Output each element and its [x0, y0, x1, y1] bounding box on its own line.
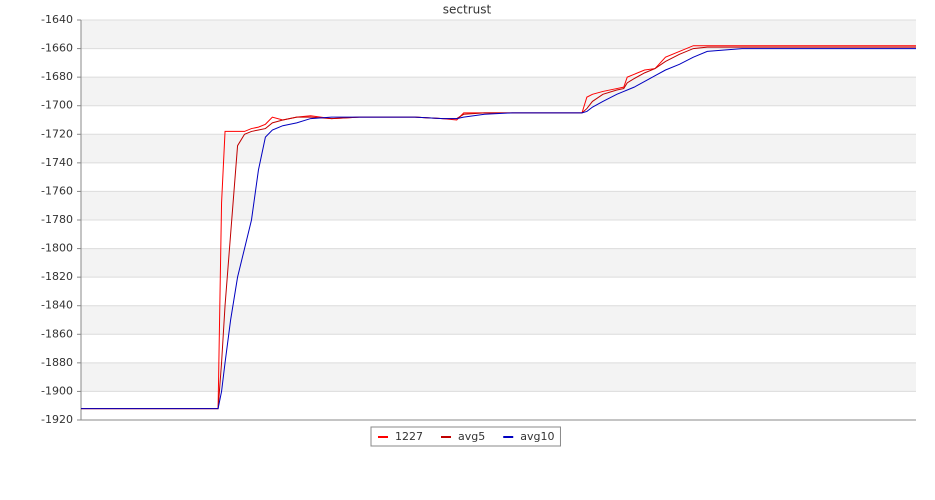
series-line [81, 48, 916, 410]
grid-band [81, 134, 916, 163]
grid-band [81, 20, 916, 49]
y-tick-label: -1820 [41, 270, 73, 283]
y-tick-label: -1900 [41, 384, 73, 397]
y-tick-label: -1660 [41, 42, 73, 55]
grid-band [81, 248, 916, 278]
y-tick-label: -1920 [41, 413, 73, 426]
chart-title: sectrust [443, 3, 492, 17]
y-tick-label: -1860 [41, 327, 73, 340]
y-tick-label: -1840 [41, 299, 73, 312]
y-tick-label: -1760 [41, 184, 73, 197]
grid-band [81, 362, 916, 392]
y-tick-label: -1640 [41, 13, 73, 26]
series-line [81, 46, 916, 410]
legend-label: avg5 [458, 430, 485, 443]
legend-label: avg10 [520, 430, 554, 443]
y-tick-label: -1700 [41, 99, 73, 112]
legend-label: 1227 [395, 430, 423, 443]
y-tick-label: -1740 [41, 156, 73, 169]
grid-band [81, 305, 916, 335]
legend: 1227 avg5 avg10 [370, 426, 561, 447]
y-tick-label: -1780 [41, 213, 73, 226]
y-tick-label: -1720 [41, 127, 73, 140]
grid-band [81, 191, 916, 220]
grid-band [81, 77, 916, 106]
legend-box [370, 426, 561, 447]
y-tick-label: -1680 [41, 70, 73, 83]
y-tick-label: -1880 [41, 356, 73, 369]
y-tick-label: -1800 [41, 242, 73, 255]
